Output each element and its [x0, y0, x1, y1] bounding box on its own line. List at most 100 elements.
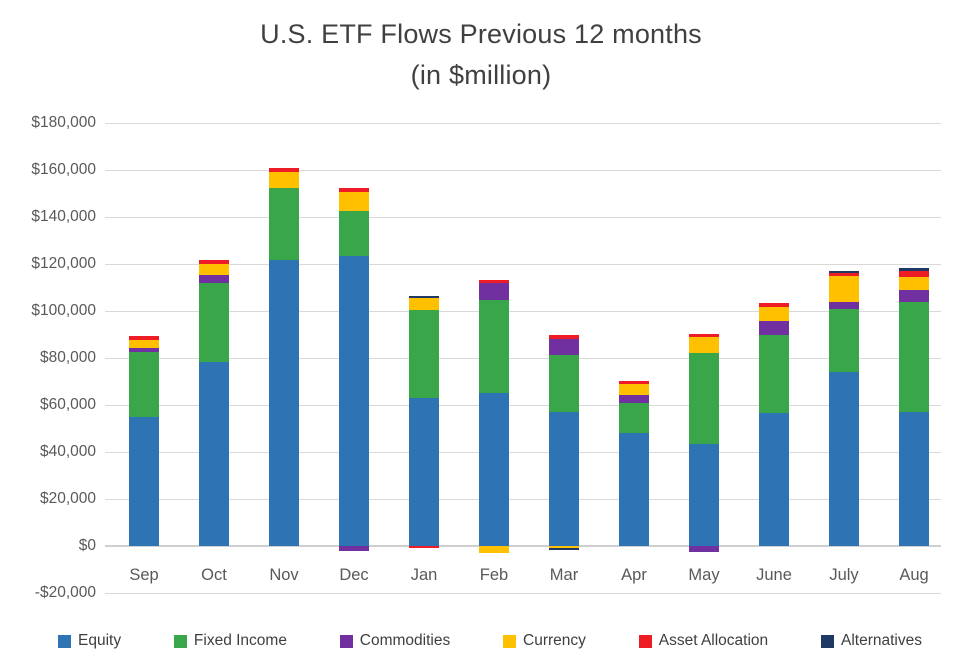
gridline	[105, 452, 941, 453]
bar-segment-currency	[269, 172, 299, 188]
x-axis-tick-label: Jan	[410, 566, 438, 584]
bar-segment-currency	[409, 298, 439, 310]
bar-segment-fixed-income	[829, 309, 859, 372]
legend-item-asset-allocation: Asset Allocation	[638, 632, 769, 650]
bar-segment-equity	[479, 393, 509, 546]
y-axis-tick-label: $20,000	[39, 490, 96, 507]
legend-label: Alternatives	[840, 632, 922, 649]
y-axis-tick-label: $140,000	[31, 208, 96, 225]
bar-segment-fixed-income	[689, 353, 719, 444]
x-axis-tick-label: May	[688, 566, 720, 584]
x-axis-tick-label: Aug	[899, 566, 929, 584]
bar-segment-currency	[689, 337, 719, 353]
legend-swatch-commodities	[339, 634, 353, 648]
bar-segment-asset-allocation	[759, 303, 789, 307]
x-axis-tick-label: Apr	[621, 566, 647, 584]
bar-segment-fixed-income	[479, 300, 509, 393]
bar-segment-asset-allocation	[479, 280, 509, 283]
bar-segment-asset-allocation	[269, 168, 299, 172]
bar-segment-fixed-income	[129, 352, 159, 417]
bar-segment-equity	[549, 412, 579, 546]
x-axis-tick-label: Nov	[269, 566, 299, 584]
x-axis-tick-label: Sep	[129, 566, 159, 584]
legend-item-equity: Equity	[58, 632, 121, 650]
bar-segment-asset-allocation	[409, 546, 439, 548]
bar-segment-equity	[269, 260, 299, 546]
x-axis-tick-label: July	[829, 566, 859, 584]
legend-swatch-fixed-income	[173, 634, 187, 648]
bar-segment-equity	[199, 362, 229, 546]
chart-title-line2: (in $million)	[410, 60, 552, 90]
bar-segment-fixed-income	[759, 335, 789, 413]
bar-segment-fixed-income	[409, 310, 439, 398]
bar-segment-commodities	[759, 321, 789, 335]
y-axis-tick-label: $120,000	[31, 255, 96, 272]
bar-segment-commodities	[339, 546, 369, 551]
bar-segment-commodities	[689, 546, 719, 552]
bar-segment-asset-allocation	[829, 273, 859, 276]
x-axis-tick-label: June	[756, 566, 792, 584]
bar-segment-commodities	[829, 302, 859, 309]
y-axis-tick-label: $100,000	[31, 302, 96, 319]
bar-segment-equity	[899, 412, 929, 546]
bar-segment-commodities	[479, 283, 509, 300]
legend-item-commodities: Commodities	[339, 632, 450, 650]
bar-segment-commodities	[129, 348, 159, 352]
bar-segment-currency	[619, 384, 649, 395]
bar-segment-alternatives	[829, 271, 859, 273]
bar-segment-equity	[129, 417, 159, 546]
legend-label: Equity	[78, 632, 122, 649]
gridline	[105, 170, 941, 171]
legend-item-alternatives: Alternatives	[820, 632, 922, 650]
bar-segment-currency	[199, 264, 229, 275]
x-axis-tick-label: Mar	[549, 566, 579, 584]
bar-segment-asset-allocation	[339, 188, 369, 192]
legend-swatch-currency	[503, 634, 517, 648]
legend-swatch-asset-allocation	[638, 634, 652, 648]
legend-swatch-equity	[58, 634, 71, 648]
bar-segment-currency	[339, 192, 369, 211]
bar-segment-commodities	[199, 275, 229, 283]
bar-segment-fixed-income	[269, 188, 299, 260]
gridline	[105, 217, 941, 218]
bar-segment-asset-allocation	[619, 381, 649, 384]
bar-segment-currency	[129, 340, 159, 348]
y-axis-tick-label: $40,000	[39, 443, 96, 460]
x-axis-tick-label: Dec	[339, 566, 369, 584]
bar-segment-currency	[759, 307, 789, 321]
bar-segment-commodities	[619, 395, 649, 403]
y-axis-tick-label: $180,000	[31, 114, 96, 131]
bar-segment-fixed-income	[619, 403, 649, 433]
gridline	[105, 264, 941, 265]
x-axis-tick-label: Feb	[479, 566, 509, 584]
legend-swatch-alternatives	[820, 634, 834, 648]
bar-segment-alternatives	[409, 296, 439, 298]
y-axis-tick-label: $60,000	[39, 396, 96, 413]
bar-segment-currency	[829, 276, 859, 302]
legend-label: Currency	[523, 632, 586, 649]
gridline	[105, 123, 941, 124]
gridline	[105, 545, 941, 547]
bar-segment-asset-allocation	[199, 260, 229, 264]
x-axis-tick-label: Oct	[201, 566, 227, 584]
bar-segment-equity	[829, 372, 859, 546]
bar-segment-currency	[479, 546, 509, 553]
gridline	[105, 311, 941, 312]
chart-title-line1: U.S. ETF Flows Previous 12 months	[260, 19, 702, 49]
gridline	[105, 405, 941, 406]
bar-segment-equity	[339, 256, 369, 546]
legend-label: Fixed Income	[193, 632, 287, 649]
bar-segment-equity	[619, 433, 649, 546]
gridline	[105, 593, 941, 594]
legend-item-fixed-income: Fixed Income	[173, 632, 287, 650]
bar-segment-equity	[409, 398, 439, 546]
bar-segment-asset-allocation	[899, 271, 929, 277]
bar-segment-fixed-income	[899, 302, 929, 412]
chart-title: U.S. ETF Flows Previous 12 months (in $m…	[0, 14, 962, 96]
bar-segment-currency	[899, 277, 929, 290]
bar-segment-equity	[759, 413, 789, 546]
legend-label: Asset Allocation	[658, 632, 769, 649]
y-axis-tick-label: $80,000	[39, 349, 96, 366]
